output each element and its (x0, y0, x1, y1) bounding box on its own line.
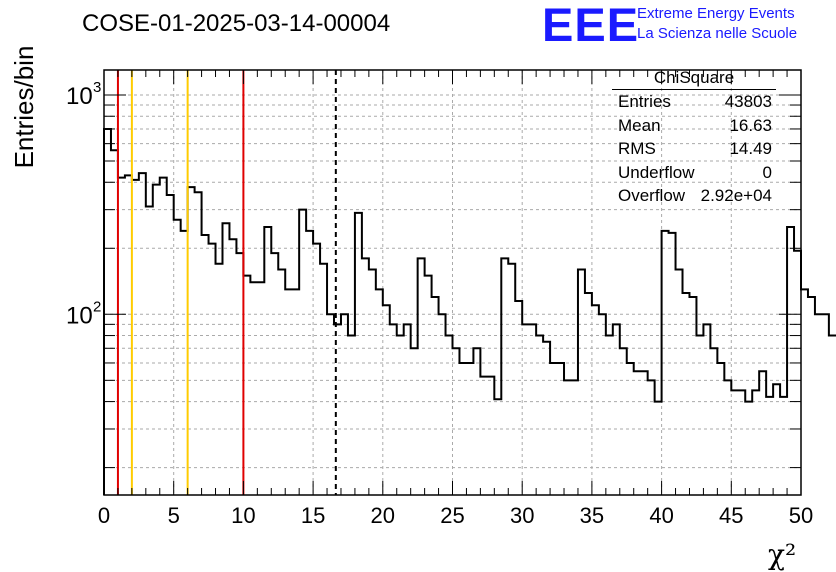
grid (104, 70, 801, 495)
histogram-series (103, 127, 836, 495)
y-tick-label: 10 (66, 302, 93, 329)
stats-row-overflow: Overflow 2.92e+04 (610, 184, 776, 208)
stats-key: Entries (618, 92, 671, 111)
x-tick-label: 0 (98, 503, 110, 528)
x-tick-label: 20 (371, 503, 395, 528)
x-tick-label: 40 (649, 503, 673, 528)
logo-subtitle-1: Extreme Energy Events (637, 5, 795, 22)
stats-value: 0 (762, 162, 772, 182)
stats-value: 2.92e+04 (700, 186, 772, 205)
x-tick-label: 25 (440, 503, 464, 528)
y-tick-label-exponent: 2 (93, 298, 101, 315)
marker-lines (116, 70, 337, 495)
logo-subtitle-2: La Scienza nelle Scuole (637, 25, 798, 42)
histogram-line (103, 127, 836, 495)
x-tick-label: 10 (231, 503, 255, 528)
stats-key: Mean (618, 115, 661, 135)
stats-key: Underflow (618, 162, 695, 182)
y-tick-label: 10 (66, 83, 93, 110)
stats-key: Overflow (618, 186, 686, 205)
x-tick-label: 30 (510, 503, 534, 528)
x-axis-label: χ² (768, 538, 797, 571)
stats-value: 14.49 (729, 139, 772, 158)
x-tick-label: 45 (719, 503, 743, 528)
stats-row-underflow: Underflow 0 (610, 161, 776, 185)
stats-value: 16.63 (729, 115, 772, 135)
x-tick-label: 50 (789, 503, 813, 528)
stats-value: 43803 (724, 92, 772, 111)
eee-logo: EEE (542, 0, 640, 51)
stats-row-mean: Mean 16.63 (610, 114, 776, 138)
stats-row-rms: RMS 14.49 (610, 137, 776, 161)
x-tick-label: 5 (168, 503, 180, 528)
x-tick-label: 35 (580, 503, 604, 528)
chart-title: COSE-01-2025-03-14-00004 (82, 10, 391, 37)
y-axis-label: Entries/bin (9, 45, 39, 169)
stats-name: ChiSquare (612, 68, 776, 90)
x-tick-label: 15 (301, 503, 325, 528)
y-tick-label-exponent: 3 (93, 79, 101, 96)
stats-box: ChiSquare Entries 43803 Mean 16.63 RMS 1… (610, 68, 776, 208)
stats-key: RMS (618, 139, 656, 158)
stats-row-entries: Entries 43803 (610, 90, 776, 114)
